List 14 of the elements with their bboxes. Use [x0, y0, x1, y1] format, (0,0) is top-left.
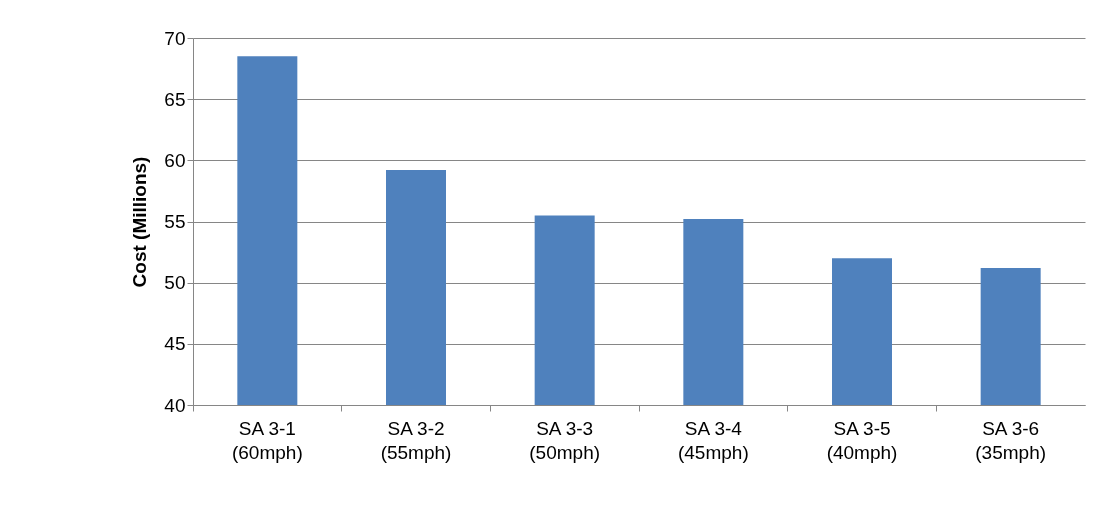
y-tick-label: 55: [164, 211, 186, 232]
y-tick-label: 60: [164, 149, 186, 171]
x-tick-label: SA 3-2 (55mph): [380, 417, 452, 463]
y-tick-label: 50: [164, 272, 186, 294]
y-tick-label: 40: [164, 394, 186, 416]
x-tick-label: SA 3-6 (35mph): [975, 417, 1047, 463]
x-tick-label: SA 3-4 (45mph): [677, 417, 749, 463]
x-tick-label: SA 3-3 (50mph): [529, 417, 601, 463]
x-tick-label: SA 3-1 (60mph): [231, 417, 303, 463]
y-tick-label: 70: [164, 27, 186, 49]
y-tick-label: 45: [164, 333, 186, 355]
y-tick-label: 65: [164, 88, 186, 110]
y-axis-title: Cost (Millions): [129, 156, 151, 288]
x-tick-label: SA 3-5 (40mph): [826, 417, 898, 463]
